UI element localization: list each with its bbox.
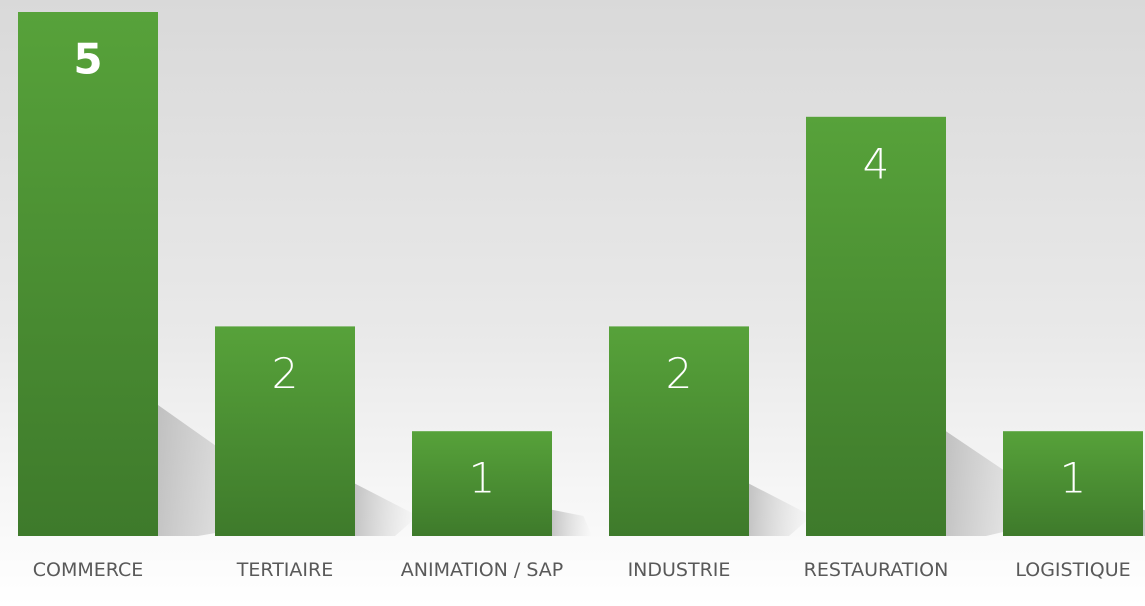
bar: [215, 326, 355, 536]
bar: [1003, 431, 1143, 536]
bar-shadow: [552, 509, 592, 536]
category-label: COMMERCE: [32, 559, 144, 581]
value-label: 1: [1060, 454, 1087, 503]
category-label: ANIMATION / SAP: [400, 559, 564, 581]
bar-shadow: [749, 483, 812, 536]
category-label: LOGISTIQUE: [1015, 559, 1131, 581]
bar: [412, 431, 552, 536]
category-label: INDUSTRIE: [627, 559, 731, 581]
value-label: 5: [73, 35, 102, 84]
value-label: 1: [469, 454, 496, 503]
bar: [609, 326, 749, 536]
bar: [806, 116, 946, 537]
value-label: 4: [863, 139, 890, 188]
category-label: TERTIAIRE: [236, 559, 334, 581]
value-label: 2: [272, 349, 299, 398]
bar-shadow: [355, 483, 418, 536]
bar: [18, 12, 158, 536]
value-label: 2: [666, 349, 693, 398]
category-label: RESTAURATION: [803, 559, 949, 581]
